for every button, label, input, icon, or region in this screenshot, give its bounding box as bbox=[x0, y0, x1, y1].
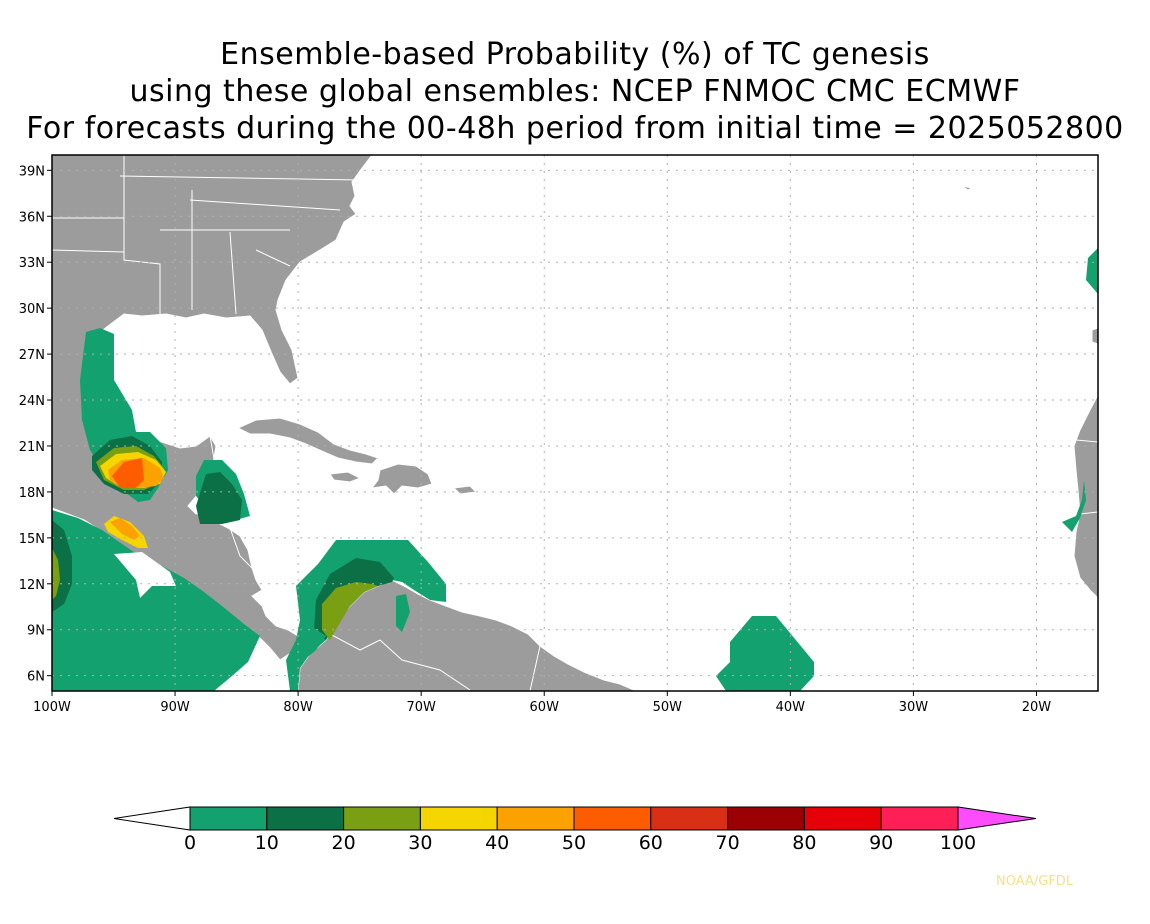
title-line-2: using these global ensembles: NCEP FNMOC… bbox=[129, 74, 1021, 109]
gridlines bbox=[52, 155, 1098, 691]
contour-colombia-lake bbox=[396, 594, 410, 632]
colorbar-label: 50 bbox=[562, 832, 586, 854]
lat-tick-label: 30N bbox=[19, 302, 45, 317]
colorbar-label: 70 bbox=[716, 832, 740, 854]
lat-tick-label: 12N bbox=[19, 578, 45, 593]
contour-belize-10-20 bbox=[196, 472, 242, 524]
colorbar-under-arrow bbox=[113, 806, 191, 831]
colorbar-label: 90 bbox=[869, 832, 893, 854]
probability-contours bbox=[52, 248, 1098, 691]
lat-tick-label: 33N bbox=[19, 256, 45, 271]
lat-tick-label: 21N bbox=[19, 440, 45, 455]
contour-gulf-mexico-50-60 bbox=[112, 458, 144, 488]
lon-tick-label: 80W bbox=[283, 700, 313, 715]
contour-pacific-gap bbox=[114, 552, 176, 598]
colorbar-segment bbox=[880, 806, 959, 831]
land-small-island-1 bbox=[961, 185, 974, 191]
contour-colombia-0-10 bbox=[286, 540, 446, 691]
colorbar-segment bbox=[419, 806, 498, 831]
colorbar-label: 10 bbox=[255, 832, 279, 854]
lon-tick-label: 20W bbox=[1022, 700, 1052, 715]
colorbar-segment bbox=[650, 806, 729, 831]
latitude-axis: 6N 9N 12N 15N 18N 21N 24N 27N 30N 33N 36N 39N bbox=[19, 164, 52, 685]
colorbar-label: 80 bbox=[792, 832, 816, 854]
lon-tick-label: 70W bbox=[406, 700, 436, 715]
colorbar-segment bbox=[727, 806, 805, 831]
contour-panama-0-10 bbox=[298, 628, 326, 660]
land-hispaniola bbox=[370, 463, 433, 495]
credit-label: NOAA/GFDL bbox=[996, 874, 1074, 889]
contour-pacific-tehuantepec-orange bbox=[110, 518, 140, 540]
land-jamaica bbox=[329, 471, 362, 483]
lat-tick-label: 18N bbox=[19, 486, 45, 501]
lon-tick-label: 90W bbox=[160, 700, 190, 715]
lat-tick-label: 39N bbox=[19, 164, 45, 179]
map-layers bbox=[52, 155, 1098, 691]
contour-pacific-west-20-30 bbox=[52, 548, 60, 600]
colorbar-segment bbox=[189, 806, 268, 831]
contour-colombia-20-30 bbox=[322, 582, 378, 640]
contour-pacific-south-mexico-0-10 bbox=[52, 510, 260, 691]
colorbar-over-arrow bbox=[957, 806, 1037, 831]
lon-tick-label: 40W bbox=[776, 700, 806, 715]
colorbar-segment bbox=[343, 806, 421, 831]
map-title: Ensemble-based Probability (%) of TC gen… bbox=[0, 36, 1150, 147]
colorbar-segment bbox=[496, 806, 575, 831]
title-line-1: Ensemble-based Probability (%) of TC gen… bbox=[220, 37, 930, 72]
colorbar-label: 0 bbox=[184, 832, 196, 854]
lat-tick-label: 36N bbox=[19, 210, 45, 225]
colorbar-label: 100 bbox=[940, 832, 976, 854]
lon-tick-label: 100W bbox=[33, 700, 71, 715]
contour-atlantic-central-0-10 bbox=[716, 616, 814, 691]
lon-tick-label: 60W bbox=[530, 700, 560, 715]
colorbar-label: 60 bbox=[639, 832, 663, 854]
lon-tick-label: 30W bbox=[899, 700, 929, 715]
contour-west-africa-0-10 bbox=[1062, 480, 1086, 532]
colorbar-segment bbox=[266, 806, 345, 831]
colorbar-label: 40 bbox=[485, 832, 509, 854]
lat-tick-label: 6N bbox=[27, 670, 45, 685]
lat-tick-label: 24N bbox=[19, 394, 45, 409]
title-line-3: For forecasts during the 00-48h period f… bbox=[26, 111, 1124, 146]
colorbar-segment bbox=[803, 806, 882, 831]
plot-frame bbox=[51, 154, 1099, 692]
lat-tick-label: 15N bbox=[19, 532, 45, 547]
lat-tick-label: 9N bbox=[27, 624, 45, 639]
contour-morocco-coast-0-10 bbox=[1086, 248, 1098, 294]
colorbar-segment bbox=[573, 806, 652, 831]
land-canary bbox=[1091, 327, 1098, 345]
lon-tick-label: 50W bbox=[653, 700, 683, 715]
colorbar-label: 20 bbox=[332, 832, 356, 854]
longitude-axis: 100W 90W 80W 70W 60W 50W 40W 30W 20W bbox=[33, 691, 1051, 715]
colorbar-label: 30 bbox=[408, 832, 432, 854]
land-cuba bbox=[236, 417, 379, 465]
lat-tick-label: 27N bbox=[19, 348, 45, 363]
colorbar: 0 10 20 30 40 50 60 70 80 90 100 bbox=[113, 806, 1037, 854]
